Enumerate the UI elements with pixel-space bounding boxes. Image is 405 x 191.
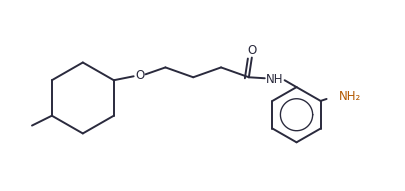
Text: O: O: [134, 69, 144, 82]
Text: NH: NH: [265, 73, 283, 86]
Text: NH₂: NH₂: [338, 91, 360, 104]
Text: O: O: [247, 44, 256, 57]
